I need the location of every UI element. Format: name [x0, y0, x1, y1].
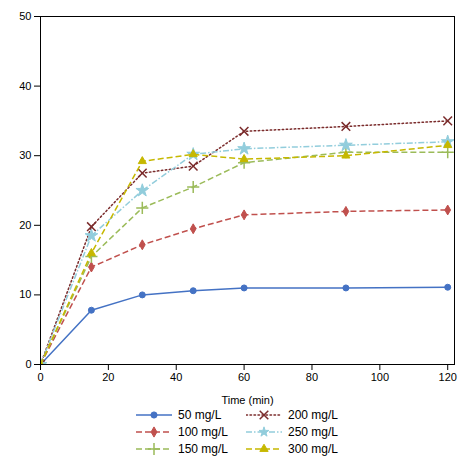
- html-text:150 mg/L: 150 mg/L: [178, 442, 228, 456]
- html-text:100 mg/L: 100 mg/L: [178, 425, 228, 439]
- svg-text:0: 0: [37, 371, 43, 383]
- html-text:300 mg/L: 300 mg/L: [288, 442, 338, 456]
- svg-text:120: 120: [439, 371, 457, 383]
- svg-text:80: 80: [306, 371, 318, 383]
- svg-text:60: 60: [238, 371, 250, 383]
- svg-text:20: 20: [19, 219, 31, 231]
- svg-text:0: 0: [25, 358, 31, 370]
- svg-text:20: 20: [102, 371, 114, 383]
- svg-text:Time (min): Time (min): [221, 394, 273, 406]
- svg-text:30: 30: [19, 149, 31, 161]
- svg-text:40: 40: [19, 80, 31, 92]
- svg-text:10: 10: [19, 288, 31, 300]
- html-text:250 mg/L: 250 mg/L: [288, 425, 338, 439]
- html-text:200 mg/L: 200 mg/L: [288, 408, 338, 422]
- svg-text:50: 50: [19, 10, 31, 22]
- svg-text:100: 100: [371, 371, 389, 383]
- html-text:50 mg/L: 50 mg/L: [178, 408, 222, 422]
- svg-text:40: 40: [170, 371, 182, 383]
